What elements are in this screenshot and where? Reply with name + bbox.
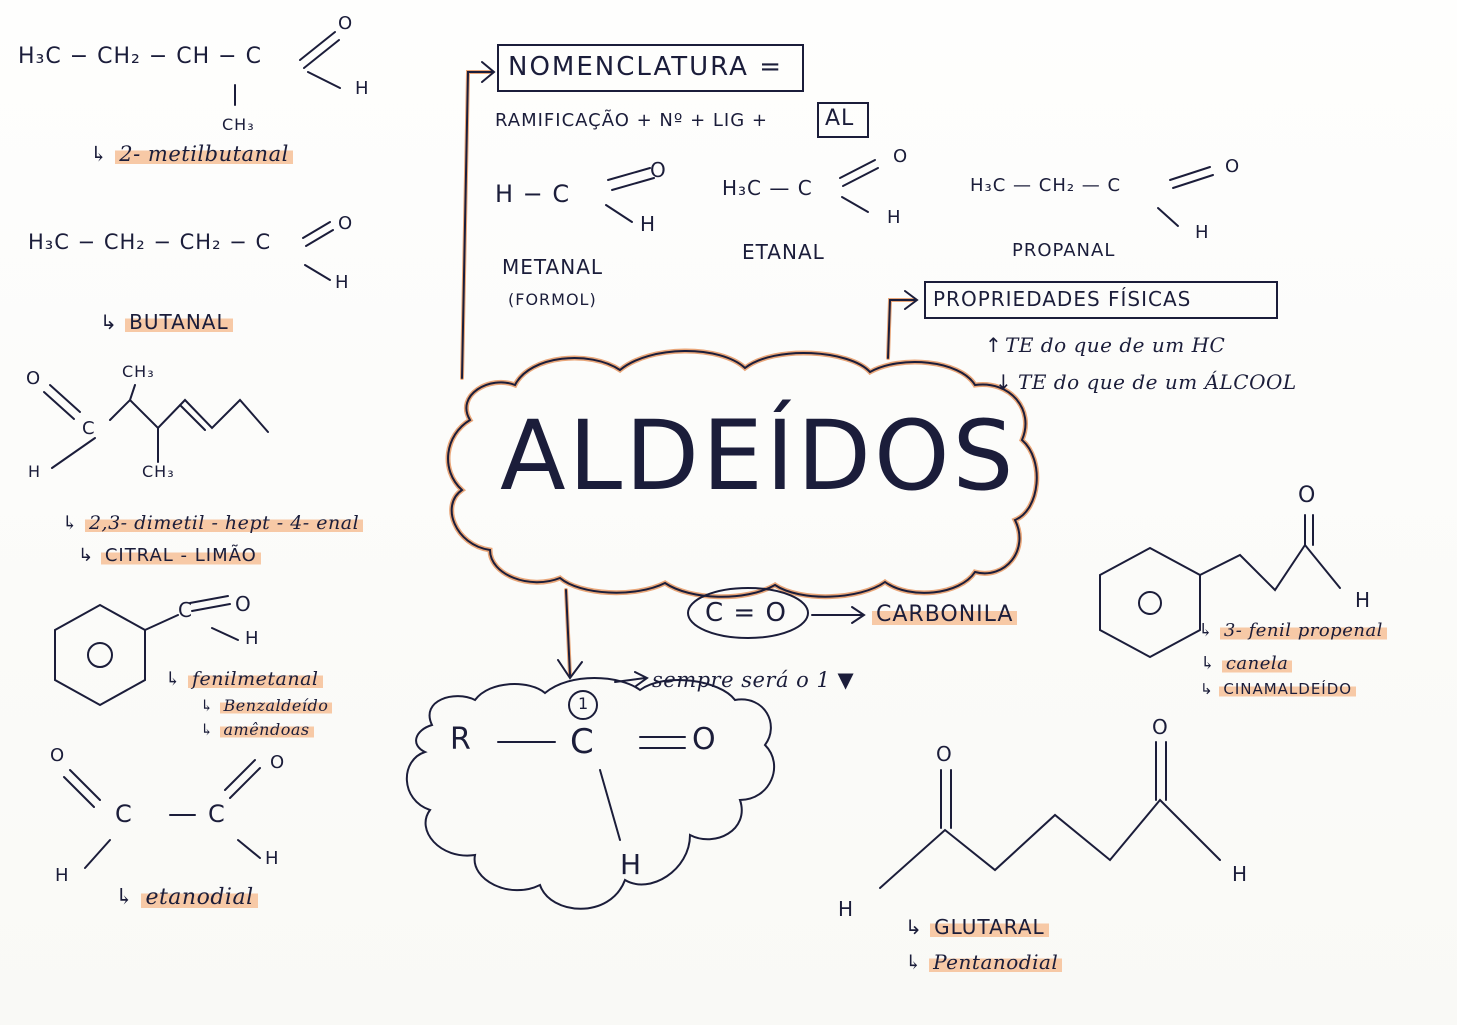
nomenclatura-rule: RAMIFICAÇÃO + Nº + LIG + <box>495 110 768 131</box>
m5-h1: H <box>55 865 70 886</box>
nomenclatura-suffix: AL <box>825 106 855 131</box>
m6-name: ↳ 3- fenil propenal <box>1198 620 1387 641</box>
m7-o1: O <box>936 742 953 766</box>
metanal-formula: H − C <box>495 180 571 208</box>
etanal-formula: H₃C — C <box>722 176 813 200</box>
m6-h: H <box>1355 588 1372 612</box>
propriedades-line1: TE do que de um HC <box>1005 333 1226 357</box>
m5-c1: C <box>115 800 133 828</box>
m1-ch3: CH₃ <box>222 115 255 134</box>
nomenclatura-heading: NOMENCLATURA = <box>508 52 783 82</box>
m7-alt: ↳ Pentanodial <box>905 950 1063 974</box>
metanal-o: O <box>650 158 667 182</box>
etanal-h: H <box>887 207 902 228</box>
carbonyl-cloud <box>405 677 776 910</box>
m2-o: O <box>338 213 354 234</box>
m4-alt1: ↳ Benzaldeído <box>200 696 333 715</box>
m2-h: H <box>335 272 350 293</box>
carbonyl-number: 1 <box>578 694 590 713</box>
propanal-name: PROPANAL <box>1012 240 1116 261</box>
propriedades-down-arrow: ↓ <box>995 370 1013 394</box>
etanal-o: O <box>893 146 909 167</box>
carbonila-formula: C = O <box>705 598 787 628</box>
m7-h1: H <box>838 897 855 921</box>
m4-o: O <box>235 592 252 616</box>
propriedades-line2: TE do que de um ÁLCOOL <box>1018 370 1297 394</box>
carbonyl-c: C <box>570 722 595 762</box>
carbonyl-r: R <box>450 722 472 757</box>
m3-o: O <box>26 368 42 389</box>
m6-alt2: ↳ CINAMALDEÍDO <box>1200 680 1357 698</box>
m4-name: ↳ fenilmetanal <box>165 668 323 690</box>
m7-name: ↳ GLUTARAL <box>905 915 1049 939</box>
arrow-to-propriedades <box>886 298 917 360</box>
page-title: ALDEÍDOS <box>500 400 1017 512</box>
m2-name: ↳ BUTANAL <box>100 310 233 334</box>
m5-name: ↳ etanodial <box>115 885 258 910</box>
m3-alt: ↳ CITRAL - LIMÃO <box>78 545 261 566</box>
m1-o: O <box>338 13 354 34</box>
carbonila-label: CARBONILA <box>872 602 1018 627</box>
propanal-o: O <box>1225 156 1241 177</box>
m5-h2: H <box>265 848 280 869</box>
metanal-h: H <box>640 212 657 236</box>
m2-formula: H₃C − CH₂ − CH₂ − C <box>28 230 272 254</box>
m4-h: H <box>245 628 260 649</box>
m3-c: C <box>82 418 96 439</box>
sempre-note: sempre será o 1 ▼ <box>652 668 855 692</box>
m1-formula: H₃C − CH₂ − CH − C <box>18 44 262 69</box>
metanal-alt: (FORMOL) <box>508 290 597 309</box>
m7-o2: O <box>1152 715 1169 739</box>
m5-c2: C <box>208 800 226 828</box>
propanal-h: H <box>1195 222 1210 243</box>
m3-h: H <box>28 462 42 481</box>
m5-o1: O <box>50 745 66 766</box>
m1-h: H <box>355 78 370 99</box>
m3-ch3-top: CH₃ <box>122 362 155 381</box>
etanal-name: ETANAL <box>742 240 825 264</box>
m7-h2: H <box>1232 862 1249 886</box>
m6-alt1: ↳ canela <box>1200 653 1293 674</box>
m5-o2: O <box>270 752 286 773</box>
propriedades-up-arrow: ↑ <box>985 333 1003 357</box>
m6-o: O <box>1298 483 1317 508</box>
m4-c: C <box>178 598 193 622</box>
metanal-name: METANAL <box>502 255 604 279</box>
m1-name: ↳ 2- metilbutanal <box>90 142 293 166</box>
m3-ch3-bottom: CH₃ <box>142 462 175 481</box>
m4-alt2: ↳ amêndoas <box>200 720 314 739</box>
m3-name: ↳ 2,3- dimetil - hept - 4- enal <box>62 512 364 534</box>
propanal-formula: H₃C — CH₂ — C <box>970 175 1122 196</box>
carbonyl-h: H <box>620 848 643 881</box>
propriedades-heading: PROPRIEDADES FÍSICAS <box>933 287 1192 311</box>
carbonyl-o: O <box>692 722 717 757</box>
